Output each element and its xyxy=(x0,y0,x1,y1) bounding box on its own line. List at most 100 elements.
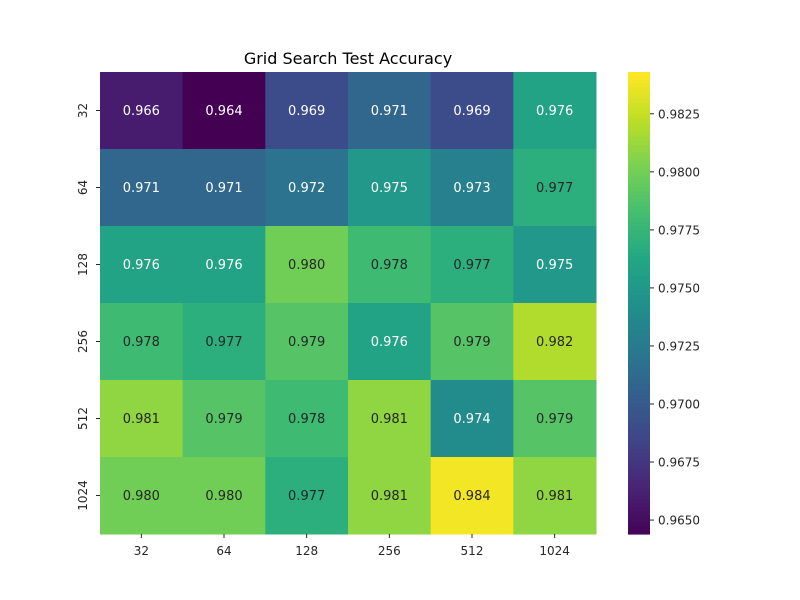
heatmap-cell xyxy=(430,149,514,227)
cell-value-label: 0.980 xyxy=(123,489,160,504)
x-tick-label: 32 xyxy=(134,544,149,558)
colorbar-segment xyxy=(628,233,650,239)
colorbar-segment xyxy=(628,422,650,427)
heatmap-cell xyxy=(182,149,266,227)
cell-value-label: 0.964 xyxy=(205,104,242,119)
colorbar-segment xyxy=(628,218,650,223)
y-tick-label: 64 xyxy=(76,180,90,195)
colorbar-segment xyxy=(628,91,650,96)
chart-title: Grid Search Test Accuracy xyxy=(244,49,452,68)
colorbar-segment xyxy=(628,160,650,165)
heatmap-cell xyxy=(513,380,597,458)
colorbar-segment xyxy=(628,129,650,135)
colorbar-segment xyxy=(628,314,650,319)
heatmap-cell xyxy=(182,226,266,304)
x-tick-label: 1024 xyxy=(539,544,570,558)
colorbar-segment xyxy=(628,195,650,200)
cell-value-label: 0.969 xyxy=(288,104,325,119)
cell-value-label: 0.973 xyxy=(453,181,490,196)
y-tick-label: 128 xyxy=(76,253,90,276)
colorbar-segment xyxy=(628,295,650,300)
cell-value-label: 0.972 xyxy=(288,181,325,196)
colorbar-segment xyxy=(628,410,650,416)
colorbar-segment xyxy=(628,264,650,269)
colorbar-segment xyxy=(628,187,650,192)
colorbar-segment xyxy=(628,360,650,366)
cell-value-label: 0.971 xyxy=(123,181,160,196)
cell-value-label: 0.984 xyxy=(453,489,490,504)
colorbar-segment xyxy=(628,102,650,108)
heatmap-cell xyxy=(265,226,349,304)
heatmap-cell xyxy=(182,380,266,458)
colorbar-segment xyxy=(628,83,650,88)
colorbar-segment xyxy=(628,333,650,339)
colorbar-segment xyxy=(628,260,650,266)
colorbar-segment xyxy=(628,457,650,462)
colorbar-segment xyxy=(628,95,650,100)
colorbar-segment xyxy=(628,214,650,219)
heatmap-cell xyxy=(100,303,184,381)
colorbar-segment xyxy=(628,110,650,115)
colorbar-segment xyxy=(628,418,650,423)
colorbar-segment xyxy=(628,152,650,158)
colorbar-segment xyxy=(628,453,650,458)
colorbar-segment xyxy=(628,149,650,154)
cell-value-label: 0.981 xyxy=(536,489,573,504)
colorbar-segment xyxy=(628,518,650,524)
colorbar-segment xyxy=(628,468,650,473)
colorbar-segment xyxy=(628,364,650,370)
colorbar-segment xyxy=(628,303,650,308)
colorbar-segment xyxy=(628,391,650,396)
colorbar-segment xyxy=(628,476,650,481)
colorbar-segment xyxy=(628,291,650,296)
colorbar-segment xyxy=(628,279,650,285)
colorbar-tick-label: 0.9800 xyxy=(658,165,700,179)
colorbar-tick-label: 0.9700 xyxy=(658,397,700,411)
y-axis: 32 64 128 256 512 1024 xyxy=(76,103,100,511)
y-tick-label: 256 xyxy=(76,330,90,353)
cell-value-label: 0.981 xyxy=(371,412,408,427)
cell-value-label: 0.971 xyxy=(371,104,408,119)
colorbar-segment xyxy=(628,368,650,373)
colorbar-segment xyxy=(628,168,650,173)
colorbar-segment xyxy=(628,283,650,289)
colorbar-segment xyxy=(628,175,650,181)
colorbar-segment xyxy=(628,356,650,362)
cell-value-label: 0.966 xyxy=(123,104,160,119)
heatmap-cell xyxy=(182,303,266,381)
colorbar-segment xyxy=(628,164,650,169)
colorbar-segment xyxy=(628,202,650,208)
colorbar-tick-label: 0.9725 xyxy=(658,339,700,353)
colorbar-segment xyxy=(628,399,650,404)
colorbar-segment xyxy=(628,449,650,454)
colorbar-segment xyxy=(628,183,650,189)
colorbar-segment xyxy=(628,387,650,393)
heatmap-cell xyxy=(430,380,514,458)
heatmap-cell xyxy=(348,226,432,304)
colorbar-segment xyxy=(628,329,650,335)
heatmap-cell xyxy=(348,149,432,227)
colorbar-segment xyxy=(628,403,650,408)
colorbar-segment xyxy=(628,249,650,254)
colorbar-segment xyxy=(628,406,650,412)
colorbar-segment xyxy=(628,495,650,500)
colorbar-segment xyxy=(628,210,650,216)
cell-value-label: 0.975 xyxy=(371,181,408,196)
cell-value-label: 0.978 xyxy=(123,335,160,350)
cell-value-label: 0.976 xyxy=(536,104,573,119)
colorbar-segment xyxy=(628,272,650,277)
y-tick-label: 32 xyxy=(76,103,90,118)
colorbar-segment xyxy=(628,530,650,535)
colorbar-segment xyxy=(628,118,650,123)
colorbar-segment xyxy=(628,460,650,466)
colorbar-segment xyxy=(628,376,650,381)
colorbar: 0.9650 0.9675 0.9700 0.9725 0.9750 0.9775 0.98… xyxy=(628,72,700,535)
colorbar-segment xyxy=(628,491,650,497)
colorbar-segment xyxy=(628,276,650,281)
colorbar-segment xyxy=(628,252,650,258)
cell-value-label: 0.971 xyxy=(205,181,242,196)
colorbar-segment xyxy=(628,191,650,196)
colorbar-segment xyxy=(628,133,650,139)
cell-value-label: 0.980 xyxy=(205,489,242,504)
